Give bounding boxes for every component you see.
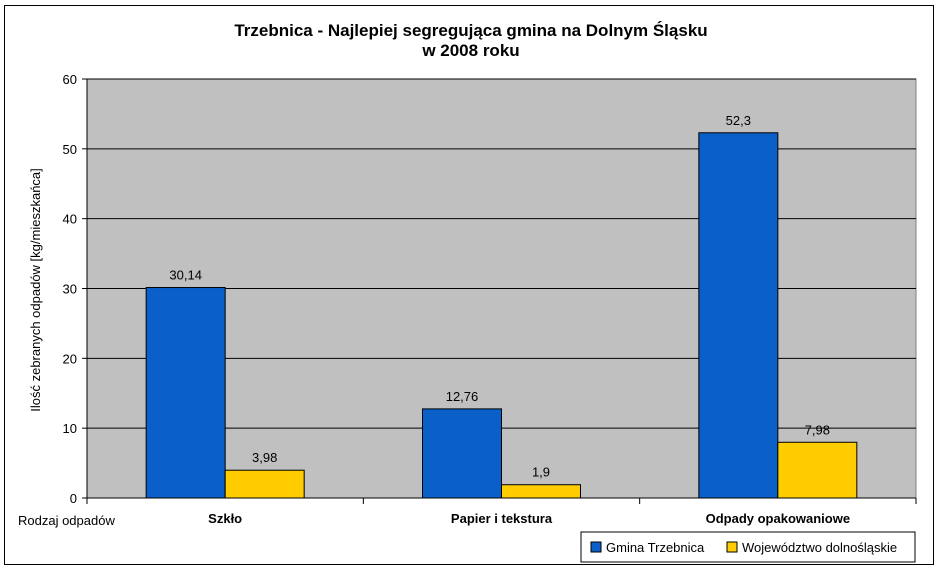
legend-swatch: [590, 541, 602, 553]
x-axis-label: Rodzaj odpadów: [18, 513, 115, 528]
x-category-label: Szkło: [208, 511, 242, 526]
data-label: 7,98: [805, 422, 830, 437]
x-category-label: Odpady opakowaniowe: [706, 511, 850, 526]
y-tick-label: 30: [63, 282, 77, 297]
bar: [422, 408, 502, 499]
y-tick-label: 60: [63, 72, 77, 87]
axes: [82, 78, 917, 504]
data-labels: 30,14 3,98 12,76 1,9 52,3 7,98: [169, 113, 830, 480]
y-tick-label: 10: [63, 421, 77, 436]
data-label: 52,3: [726, 113, 751, 128]
y-tick-labels: 0 10 20 30 40 50 60: [63, 72, 77, 506]
legend: Gmina Trzebnica Województwo dolnośląskie: [580, 531, 916, 563]
legend-swatch: [726, 541, 738, 553]
bar: [145, 287, 226, 499]
y-tick-label: 20: [63, 351, 77, 366]
data-label: 12,76: [446, 389, 479, 404]
y-axis-label: Ilość zebranych odpadów [kg/mieszkańca]: [28, 168, 43, 412]
legend-box: [580, 531, 916, 563]
x-category-labels: Szkło Papier i tekstura Odpady opakowaniow…: [208, 511, 850, 526]
data-label: 3,98: [252, 450, 277, 465]
data-label: 1,9: [532, 465, 550, 480]
y-tick-label: 50: [63, 142, 77, 157]
legend-label: Gmina Trzebnica: [606, 540, 705, 555]
legend-label: Województwo dolnośląskie: [742, 540, 897, 555]
bar: [224, 469, 305, 499]
x-category-label: Papier i tekstura: [451, 511, 553, 526]
y-tick-label: 0: [70, 491, 77, 506]
bar: [777, 441, 858, 499]
bars: [145, 132, 858, 499]
bar: [698, 132, 779, 499]
bar: [501, 484, 581, 499]
data-label: 30,14: [169, 268, 202, 283]
chart-title-line-1: Trzebnica - Najlepiej segregująca gmina …: [234, 21, 707, 40]
y-tick-label: 40: [63, 212, 77, 227]
chart-title-line-2: w 2008 roku: [421, 41, 519, 60]
